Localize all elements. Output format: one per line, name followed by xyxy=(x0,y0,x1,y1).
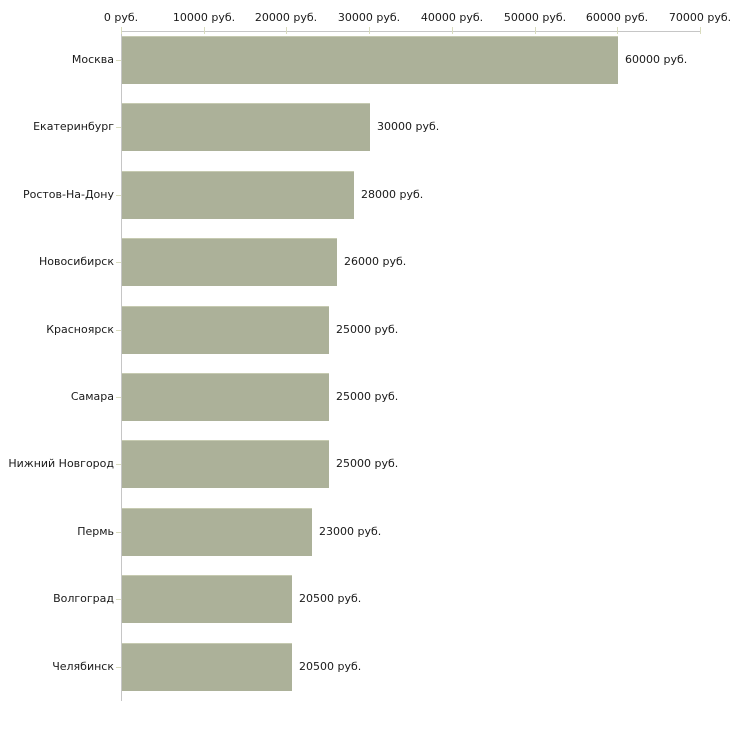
bar-value-label: 23000 руб. xyxy=(319,525,382,538)
x-axis-tick xyxy=(452,27,453,34)
y-axis-tick xyxy=(116,195,121,196)
bar-value-label: 26000 руб. xyxy=(344,255,407,268)
y-axis-tick xyxy=(116,667,121,668)
bar-value-label: 20500 руб. xyxy=(299,660,362,673)
x-axis-tick xyxy=(204,27,205,34)
y-axis-tick xyxy=(116,127,121,128)
bar-value-label: 25000 руб. xyxy=(336,390,399,403)
category-label: Москва xyxy=(71,53,114,66)
category-label: Самара xyxy=(70,390,114,403)
bar-value-label: 20500 руб. xyxy=(299,592,362,605)
bar xyxy=(122,306,329,354)
bar xyxy=(122,373,329,421)
x-axis-tick-label: 70000 руб. xyxy=(668,11,730,24)
x-axis-tick xyxy=(617,27,618,34)
bar xyxy=(122,103,370,151)
category-label: Нижний Новгород xyxy=(8,457,114,470)
x-axis-tick-label: 30000 руб. xyxy=(337,11,401,24)
x-axis-tick xyxy=(369,27,370,34)
x-axis-tick-label: 50000 руб. xyxy=(503,11,567,24)
bar-value-label: 28000 руб. xyxy=(361,188,424,201)
x-axis-tick-label: 20000 руб. xyxy=(254,11,318,24)
bar xyxy=(122,440,329,488)
category-label: Челябинск xyxy=(52,660,114,673)
category-label: Красноярск xyxy=(46,323,114,336)
x-axis-tick xyxy=(286,27,287,34)
bar xyxy=(122,508,312,556)
category-label: Волгоград xyxy=(53,592,114,605)
bar xyxy=(122,575,292,623)
x-axis-tick-label: 10000 руб. xyxy=(172,11,236,24)
bar xyxy=(122,36,618,84)
x-axis-line xyxy=(121,31,700,32)
x-axis-tick xyxy=(700,27,701,34)
x-axis-tick-label: 40000 руб. xyxy=(420,11,484,24)
category-label: Ростов-На-Дону xyxy=(22,188,114,201)
bar-value-label: 25000 руб. xyxy=(336,323,399,336)
category-label: Пермь xyxy=(77,525,114,538)
category-label: Новосибирск xyxy=(38,255,114,268)
y-axis-tick xyxy=(116,262,121,263)
x-axis-tick-label: 0 руб. xyxy=(103,11,139,24)
y-axis-tick xyxy=(116,397,121,398)
y-axis-tick xyxy=(116,330,121,331)
category-label: Екатеринбург xyxy=(33,120,114,133)
bar-value-label: 60000 руб. xyxy=(625,53,688,66)
x-axis-tick-label: 60000 руб. xyxy=(585,11,649,24)
y-axis-tick xyxy=(116,464,121,465)
y-axis-tick xyxy=(116,532,121,533)
x-axis-tick xyxy=(121,27,122,34)
y-axis-line xyxy=(121,31,122,701)
y-axis-tick xyxy=(116,599,121,600)
bar xyxy=(122,171,354,219)
bar-value-label: 25000 руб. xyxy=(336,457,399,470)
bar-value-label: 30000 руб. xyxy=(377,120,440,133)
bar xyxy=(122,238,337,286)
bar xyxy=(122,643,292,691)
x-axis-tick xyxy=(535,27,536,34)
y-axis-tick xyxy=(116,60,121,61)
